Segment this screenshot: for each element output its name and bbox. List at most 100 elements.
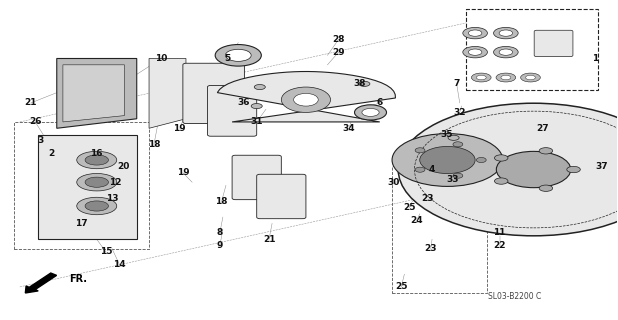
Text: 20: 20 [117, 162, 129, 171]
Text: 31: 31 [250, 117, 263, 126]
Text: 8: 8 [217, 228, 223, 237]
Circle shape [415, 148, 425, 153]
Text: 16: 16 [90, 149, 103, 158]
Text: 4: 4 [429, 165, 435, 174]
Circle shape [294, 93, 318, 106]
Ellipse shape [77, 151, 117, 169]
Text: 9: 9 [216, 241, 223, 250]
Ellipse shape [494, 46, 518, 58]
Text: 12: 12 [109, 178, 122, 187]
Polygon shape [38, 135, 137, 239]
Text: 6: 6 [376, 99, 383, 108]
Ellipse shape [496, 73, 515, 82]
Ellipse shape [226, 49, 251, 61]
Ellipse shape [448, 135, 459, 140]
Ellipse shape [499, 30, 513, 36]
FancyBboxPatch shape [183, 63, 244, 124]
Text: 2: 2 [49, 149, 55, 158]
Ellipse shape [254, 84, 265, 90]
Ellipse shape [463, 28, 488, 39]
Text: 19: 19 [174, 124, 186, 133]
Text: 38: 38 [354, 79, 366, 88]
Text: 36: 36 [237, 99, 250, 108]
Text: 7: 7 [454, 79, 460, 88]
Text: 18: 18 [216, 197, 228, 206]
Text: 32: 32 [454, 108, 466, 117]
Circle shape [453, 173, 463, 178]
Text: 10: 10 [155, 54, 167, 63]
Polygon shape [218, 71, 396, 122]
Text: 18: 18 [148, 140, 160, 148]
Text: 1: 1 [592, 54, 598, 63]
Text: 17: 17 [75, 219, 88, 228]
FancyArrow shape [25, 273, 57, 293]
Ellipse shape [392, 133, 503, 187]
Circle shape [476, 157, 486, 163]
Text: 35: 35 [440, 130, 452, 139]
Text: SL03-B2200 C: SL03-B2200 C [488, 292, 542, 301]
Ellipse shape [468, 30, 482, 36]
Ellipse shape [496, 151, 571, 188]
Ellipse shape [398, 103, 618, 236]
Text: 3: 3 [37, 136, 43, 146]
Ellipse shape [539, 185, 552, 191]
Ellipse shape [468, 49, 482, 55]
Text: 25: 25 [395, 282, 407, 292]
Text: 22: 22 [493, 241, 506, 250]
FancyBboxPatch shape [256, 174, 306, 219]
FancyBboxPatch shape [232, 155, 281, 200]
FancyBboxPatch shape [534, 30, 573, 57]
Ellipse shape [494, 178, 508, 184]
Text: 28: 28 [332, 35, 345, 44]
Ellipse shape [85, 201, 108, 211]
Ellipse shape [525, 75, 535, 80]
FancyBboxPatch shape [466, 9, 598, 90]
Ellipse shape [215, 44, 261, 66]
Text: 15: 15 [99, 247, 112, 257]
Ellipse shape [476, 75, 486, 80]
Ellipse shape [494, 28, 518, 39]
Text: 24: 24 [410, 216, 423, 225]
Ellipse shape [77, 173, 117, 191]
Ellipse shape [85, 155, 108, 165]
Ellipse shape [355, 105, 386, 120]
Text: 25: 25 [403, 203, 415, 212]
Ellipse shape [85, 177, 108, 187]
Circle shape [281, 87, 331, 112]
Ellipse shape [463, 46, 488, 58]
Circle shape [415, 167, 425, 172]
Text: 34: 34 [342, 124, 355, 133]
Text: 29: 29 [332, 48, 345, 57]
Ellipse shape [494, 155, 508, 161]
Text: 33: 33 [446, 174, 459, 184]
Text: 14: 14 [113, 260, 126, 269]
Polygon shape [63, 65, 124, 122]
FancyBboxPatch shape [208, 85, 256, 136]
Text: 37: 37 [595, 162, 607, 171]
Ellipse shape [251, 104, 262, 108]
Ellipse shape [501, 75, 511, 80]
Text: 5: 5 [225, 54, 231, 63]
Ellipse shape [77, 197, 117, 215]
Text: 13: 13 [106, 194, 119, 203]
Polygon shape [149, 59, 186, 128]
Ellipse shape [520, 73, 540, 82]
Polygon shape [57, 59, 137, 128]
Text: FR.: FR. [69, 274, 87, 284]
Text: 23: 23 [425, 244, 437, 253]
Ellipse shape [420, 147, 475, 173]
Text: 30: 30 [387, 178, 400, 187]
Text: 11: 11 [493, 228, 506, 237]
Ellipse shape [472, 73, 491, 82]
Text: 21: 21 [25, 99, 37, 108]
Ellipse shape [359, 81, 370, 86]
Text: 21: 21 [263, 235, 275, 244]
Text: 26: 26 [29, 117, 41, 126]
Ellipse shape [567, 166, 580, 173]
Ellipse shape [539, 148, 552, 154]
Circle shape [453, 142, 463, 147]
Text: 27: 27 [536, 124, 549, 133]
Text: 19: 19 [177, 168, 189, 177]
Text: 23: 23 [421, 194, 434, 203]
Ellipse shape [362, 108, 379, 116]
